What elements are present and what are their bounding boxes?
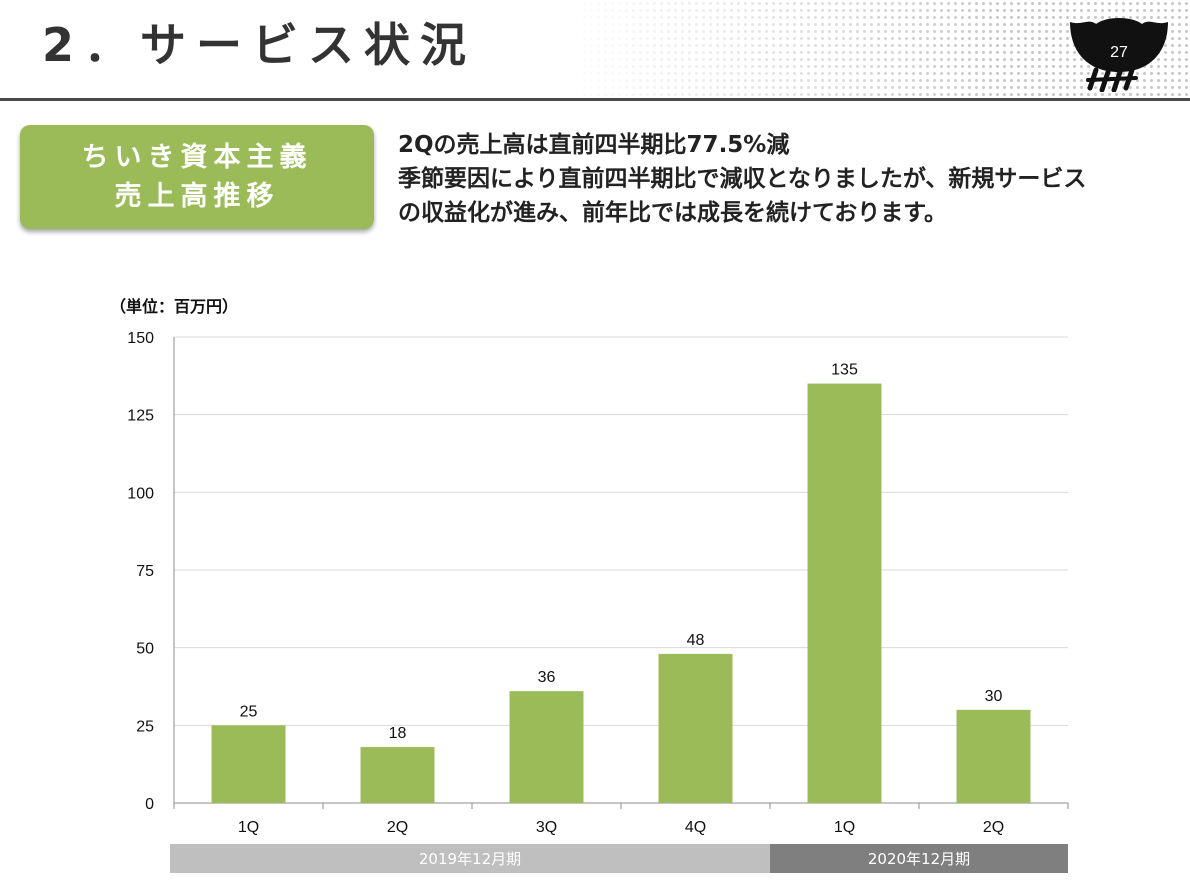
bar bbox=[360, 747, 435, 803]
data-label: 36 bbox=[538, 669, 556, 686]
x-tick-label: 4Q bbox=[685, 819, 706, 836]
y-tick-label: 50 bbox=[136, 641, 154, 658]
data-label: 48 bbox=[687, 632, 705, 649]
x-tick-label: 2Q bbox=[983, 819, 1004, 836]
section-badge: ちいき資本主義 売上高推移 bbox=[20, 125, 374, 229]
summary-line: 季節要因により直前四半期比で減収となりましたが、新規サービス bbox=[398, 166, 1087, 192]
section-badge-line: ちいき資本主義 bbox=[81, 141, 313, 173]
y-tick-label: 100 bbox=[127, 485, 154, 502]
x-tick-label: 3Q bbox=[536, 819, 557, 836]
bar bbox=[211, 725, 286, 803]
header-divider bbox=[0, 98, 1190, 101]
bar bbox=[658, 653, 733, 803]
y-tick-label: 125 bbox=[127, 408, 154, 425]
data-label: 30 bbox=[985, 688, 1003, 705]
x-tick-label: 2Q bbox=[387, 819, 408, 836]
bar bbox=[807, 383, 882, 803]
period-band bbox=[770, 844, 1068, 873]
period-label: 2019年12月期 bbox=[419, 850, 521, 868]
y-tick-label: 0 bbox=[145, 796, 154, 813]
summary-text: 2Qの売上高は直前四半期比77.5%減 季節要因により直前四半期比で減収となりま… bbox=[398, 128, 1178, 230]
data-label: 135 bbox=[831, 362, 858, 379]
x-tick-label: 1Q bbox=[834, 819, 855, 836]
bar bbox=[509, 691, 584, 803]
company-logo-icon bbox=[1070, 18, 1168, 92]
x-tick-label: 1Q bbox=[238, 819, 259, 836]
y-tick-label: 75 bbox=[136, 563, 154, 580]
bar bbox=[956, 709, 1031, 803]
page-title: 2．サービス状況 bbox=[42, 18, 477, 72]
chart-unit-label: （単位：百万円） bbox=[110, 297, 239, 316]
summary-line: の収益化が進み、前年比では成長を続けております。 bbox=[398, 200, 948, 226]
y-tick-label: 25 bbox=[136, 718, 154, 735]
page-number: 27 bbox=[1110, 44, 1128, 61]
section-badge-line: 売上高推移 bbox=[114, 181, 280, 212]
period-band bbox=[170, 844, 770, 873]
data-label: 25 bbox=[240, 703, 258, 720]
data-label: 18 bbox=[389, 725, 407, 742]
summary-line: 2Qの売上高は直前四半期比77.5%減 bbox=[398, 132, 790, 158]
y-tick-label: 150 bbox=[127, 330, 154, 347]
period-label: 2020年12月期 bbox=[868, 850, 970, 868]
